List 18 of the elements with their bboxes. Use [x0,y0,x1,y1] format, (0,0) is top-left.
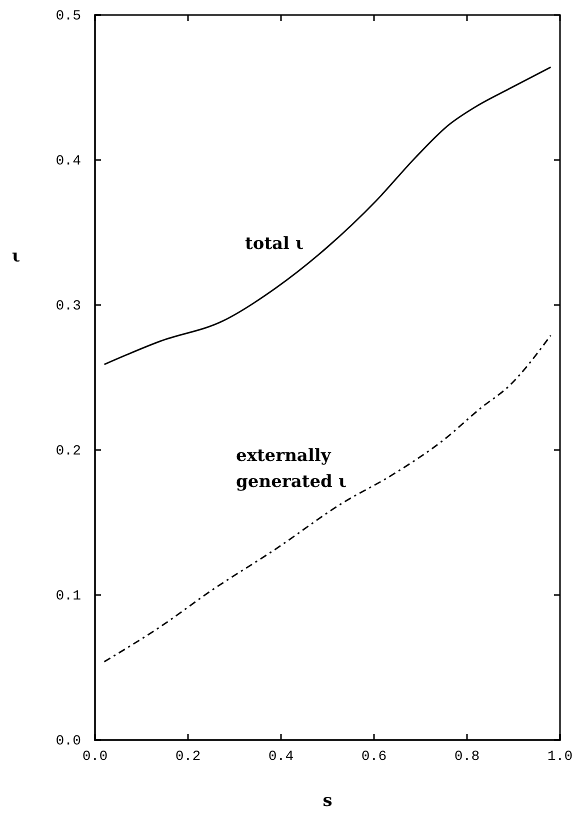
y-tick-label: 0.5 [56,8,81,24]
x-tick-label: 0.2 [175,748,201,765]
x-axis-title: s [322,791,332,811]
y-tick-label: 0.2 [56,443,81,460]
y-tick-label: 0.4 [56,153,81,170]
y-tick-label: 0.1 [56,588,81,604]
y-tick-label: 0.0 [56,733,81,750]
annotation: externally generated ι [236,446,347,492]
y-axis-title: ι [12,246,20,266]
x-tick-label: 1.0 [547,748,573,765]
line-series [104,66,552,366]
y-tick-label: 0.3 [56,298,81,314]
x-tick-label: 0.8 [454,748,480,765]
line-series [104,334,552,662]
x-tick-label: 0.0 [82,748,108,765]
x-tick-label: 0.4 [268,748,294,765]
annotation: total ι [245,234,304,254]
x-tick-label: 0.6 [361,748,387,765]
